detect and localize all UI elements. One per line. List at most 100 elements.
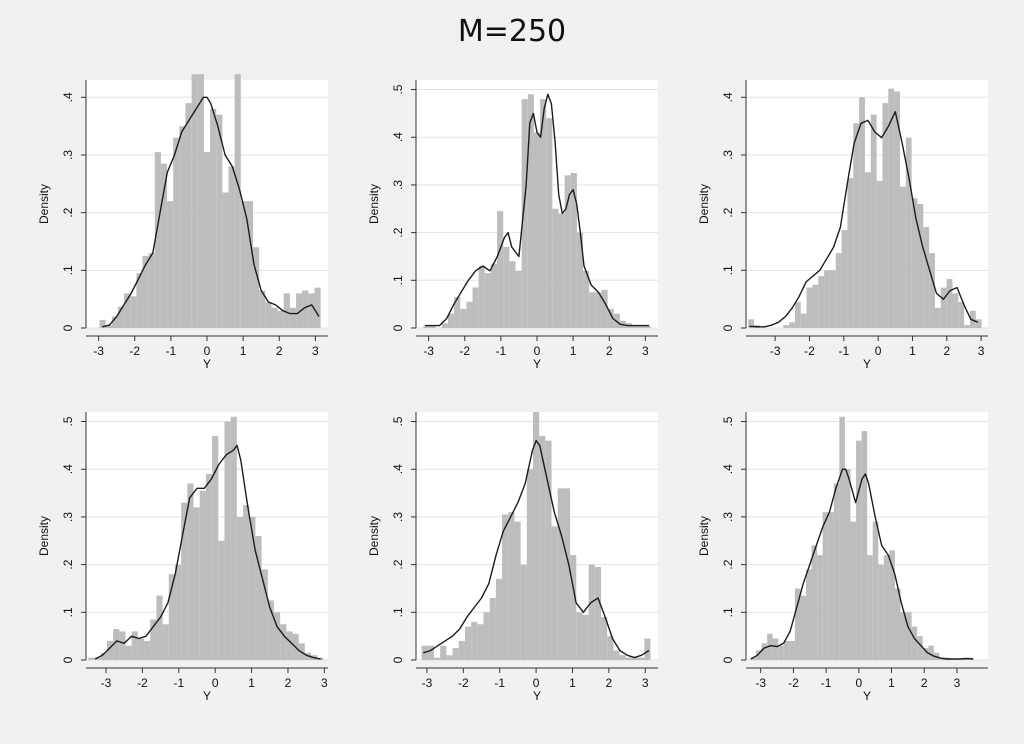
- x-tick-label: -1: [173, 676, 184, 690]
- histogram-bar: [833, 483, 840, 660]
- histogram-bar: [952, 293, 959, 328]
- histogram-bar: [117, 306, 125, 328]
- y-tick-label: 0: [391, 324, 405, 331]
- x-tick-label: -3: [770, 344, 781, 358]
- histogram-bar: [224, 421, 231, 660]
- histogram-bar: [181, 502, 188, 660]
- histogram-bar: [613, 650, 620, 660]
- x-tick-label: -2: [129, 344, 140, 358]
- y-tick-label: .1: [61, 607, 75, 617]
- y-tick-label: .3: [61, 150, 75, 160]
- histogram-bar: [490, 263, 498, 328]
- x-axis-label: Y: [203, 357, 211, 371]
- histogram-bar: [625, 657, 632, 660]
- histogram-bar: [563, 488, 571, 660]
- histogram-bar: [872, 521, 879, 660]
- y-tick-label: .3: [61, 512, 75, 522]
- histogram-bar: [929, 253, 935, 328]
- histogram-bar: [277, 310, 284, 328]
- y-tick-label: 0: [391, 656, 405, 663]
- y-axis-label: Density: [697, 184, 711, 224]
- histogram-bar: [167, 201, 174, 328]
- histogram-bar: [905, 137, 912, 328]
- x-tick-label: 2: [606, 676, 613, 690]
- histogram-bar: [234, 74, 241, 328]
- histogram-bar: [458, 640, 465, 660]
- histogram-bar: [197, 74, 204, 328]
- y-tick-label: .4: [721, 464, 735, 474]
- y-tick-label: .4: [61, 92, 75, 102]
- y-tick-label: .4: [721, 92, 735, 102]
- histogram-bar: [800, 313, 807, 328]
- histogram-bar: [824, 270, 830, 328]
- y-tick-label: .1: [391, 275, 405, 285]
- histogram-bar: [283, 293, 290, 328]
- histogram-bar: [899, 186, 906, 328]
- y-tick-label: .2: [61, 207, 75, 217]
- histogram-bar: [761, 643, 768, 660]
- histogram-bar: [497, 211, 504, 328]
- histogram-bar: [168, 574, 175, 660]
- x-tick-label: 0: [204, 344, 211, 358]
- y-tick-label: .4: [391, 132, 405, 142]
- density-panel-4: 0 .1 .2 .3 .4 .5 -3 -2 -1 0 1 2 3 Y Density: [37, 412, 328, 703]
- histogram-bar: [748, 319, 755, 328]
- y-tick-label: 0: [721, 324, 735, 331]
- histogram-bar: [495, 578, 503, 660]
- histogram-bar: [199, 490, 206, 660]
- histogram-bar: [546, 118, 553, 329]
- histogram-bar: [540, 99, 547, 328]
- x-tick-label: 3: [978, 344, 985, 358]
- histogram-bar: [124, 293, 131, 328]
- x-tick-label: -2: [788, 676, 799, 690]
- histogram-bar: [582, 614, 589, 660]
- histogram-bar: [483, 612, 490, 660]
- x-tick-label: 1: [570, 344, 577, 358]
- histogram-bar: [243, 505, 250, 660]
- histogram-bar: [576, 232, 584, 328]
- histogram-bar: [253, 247, 260, 328]
- histogram-bar: [464, 626, 472, 660]
- histogram-bar: [867, 555, 873, 660]
- histogram-bar: [847, 178, 854, 328]
- histogram-bar: [160, 163, 168, 328]
- histogram-bar: [564, 175, 571, 328]
- histogram-bar: [460, 308, 467, 328]
- histogram-bar: [619, 655, 626, 660]
- histogram-bar: [940, 287, 947, 328]
- histogram-bar: [883, 555, 890, 660]
- histogram-bar: [800, 595, 807, 660]
- histogram-bar: [302, 290, 309, 328]
- density-line: [749, 110, 978, 328]
- histogram-bar: [969, 310, 976, 328]
- density-panel-5: 0 .1 .2 .3 .4 .5 -3 -2 -1 0 1 2 3 Y Density: [367, 412, 658, 703]
- y-tick-label: .2: [391, 559, 405, 569]
- y-tick-label: .5: [391, 416, 405, 426]
- x-axis-label: Y: [533, 357, 541, 371]
- histogram-bar: [576, 612, 583, 660]
- x-tick-label: 2: [943, 344, 950, 358]
- histogram-bar: [203, 152, 211, 328]
- histogram-bar: [111, 316, 118, 328]
- histogram-bar: [911, 198, 918, 328]
- histogram-bar: [441, 323, 448, 328]
- histogram-bar: [472, 287, 479, 328]
- histogram-bar: [125, 645, 132, 660]
- histogram-bar: [508, 512, 515, 660]
- x-tick-label: -2: [458, 676, 469, 690]
- x-tick-label: 2: [921, 676, 928, 690]
- histogram-bar: [150, 619, 157, 660]
- histogram-bar: [850, 521, 857, 660]
- histogram-bar: [503, 246, 510, 328]
- y-tick-label: .3: [391, 180, 405, 190]
- y-tick-label: .3: [391, 512, 405, 522]
- histogram-bar: [520, 564, 527, 660]
- histogram-bar: [265, 302, 272, 328]
- histogram-bar: [818, 276, 825, 328]
- histogram-bar: [130, 296, 137, 328]
- histogram-bar: [601, 289, 608, 328]
- histogram-bar: [527, 94, 534, 328]
- y-tick-label: .1: [721, 607, 735, 617]
- histogram-bar: [173, 137, 180, 328]
- histogram-bar: [545, 440, 552, 660]
